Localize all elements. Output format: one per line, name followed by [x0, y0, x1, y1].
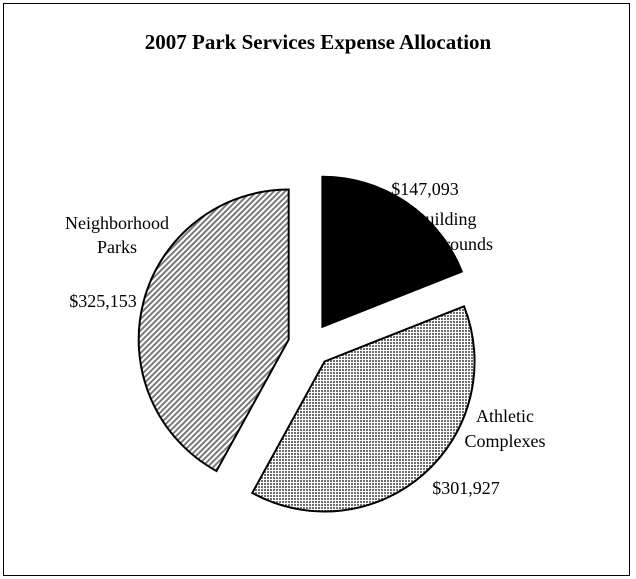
chart-border — [3, 3, 630, 576]
slice-label-1-line-1: Complexes — [465, 431, 546, 451]
slice-label-2-line-1: Parks — [97, 237, 137, 257]
pie-slice-0 — [321, 175, 464, 329]
slice-label-0-line-1: Grounds — [431, 234, 493, 254]
slice-value-label-0: $147,093 — [391, 179, 459, 199]
slice-value-label-2: $325,153 — [69, 291, 137, 311]
chart-title: 2007 Park Services Expense Allocation — [144, 30, 492, 54]
pie-slice-2 — [137, 188, 290, 473]
pie-slice-1 — [250, 304, 476, 513]
slice-label-2-line-0: Neighborhood — [65, 213, 169, 233]
slice-value-label-1: $301,927 — [432, 478, 500, 498]
slice-label-1-line-0: Athletic — [476, 406, 534, 426]
slice-label-0-line-0: Building — [413, 209, 476, 229]
